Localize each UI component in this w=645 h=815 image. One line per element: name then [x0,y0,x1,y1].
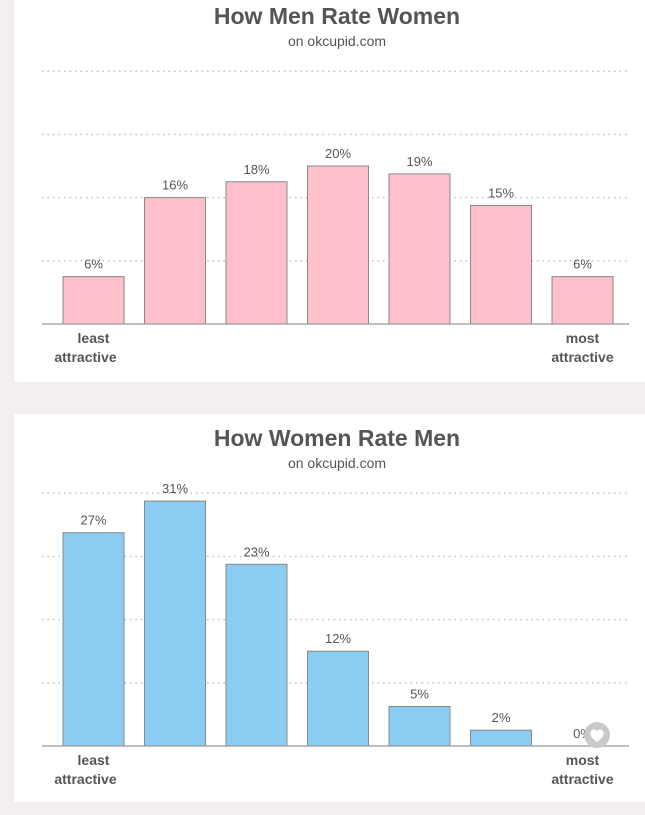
bar-value-label-1: 27% [80,513,106,528]
bar-3 [225,563,288,747]
end-label-line-1: most [566,330,600,346]
bar-3 [225,181,288,325]
bar-7 [551,276,614,325]
bar-value-label-1: 6% [84,257,103,272]
chart-title: How Men Rate Women [214,3,460,29]
bar-1 [62,276,125,325]
bar-value-label-5: 5% [410,687,429,702]
bar-5 [388,706,451,747]
chart-panel-women-rate-men: How Women Rate Men on okcupid.com 27% 31% 23… [14,414,645,802]
bar-value-label-3: 18% [243,162,269,177]
bar-chart-women-rate-men: How Women Rate Men on okcupid.com 27% 31% 23… [42,425,629,787]
bar-chart-men-rate-women: How Men Rate Women on okcupid.com 6% 16% 18%… [42,3,629,365]
bar-1 [62,532,125,747]
bar-4 [307,165,369,325]
start-label-line-2: attractive [54,349,116,365]
chart-title: How Women Rate Men [214,425,460,451]
bar-value-label-2: 31% [162,481,188,496]
chart-subtitle: on okcupid.com [288,33,386,49]
bar-4 [307,650,369,747]
bar-value-label-7: 6% [573,257,592,272]
chart-panel-men-rate-women: How Men Rate Women on okcupid.com 6% 16% 18%… [14,0,645,382]
end-label-line-1: most [566,752,600,768]
bar-6 [470,205,532,325]
bar-value-label-5: 19% [406,154,432,169]
bar-value-label-3: 23% [243,544,269,559]
end-label-line-2: attractive [551,771,613,787]
heart-icon[interactable] [584,722,610,748]
end-label-line-2: attractive [551,349,613,365]
bar-6 [470,729,532,747]
bar-2 [144,500,206,747]
chart-subtitle: on okcupid.com [288,455,386,471]
bar-5 [388,173,451,325]
bar-2 [144,197,206,325]
start-label-line-1: least [78,330,110,346]
bar-value-label-6: 15% [488,186,514,201]
bar-value-label-6: 2% [492,710,511,725]
bar-value-label-4: 12% [325,631,351,646]
bar-value-label-4: 20% [325,146,351,161]
bar-value-label-2: 16% [162,178,188,193]
start-label-line-1: least [78,752,110,768]
start-label-line-2: attractive [54,771,116,787]
